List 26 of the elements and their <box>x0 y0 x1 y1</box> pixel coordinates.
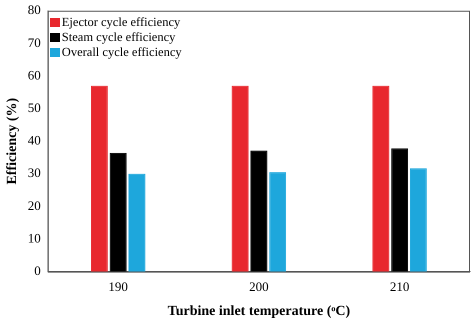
legend-label: Steam cycle efficiency <box>62 30 176 45</box>
bar <box>372 86 390 272</box>
x-axis-title: Turbine inlet temperature (ᵒC) <box>168 304 350 320</box>
y-tick-label: 10 <box>28 230 41 246</box>
x-tick-label: 190 <box>108 278 128 294</box>
y-tick-label: 50 <box>28 100 41 116</box>
legend-label: Ejector cycle efficiency <box>62 14 180 30</box>
y-tick-label: 80 <box>28 2 41 18</box>
y-tick-label: 0 <box>34 263 41 278</box>
bar <box>90 86 108 272</box>
x-tick-label: 210 <box>390 278 410 294</box>
y-tick-label: 70 <box>28 34 41 50</box>
y-tick-label: 60 <box>28 67 41 82</box>
bar <box>391 148 408 272</box>
y-tick-label: 30 <box>28 165 41 180</box>
bar <box>269 172 286 272</box>
y-axis-title: Efficiency (%) <box>5 98 20 185</box>
legend-label: Overall cycle efficiency <box>62 44 182 60</box>
bar <box>410 168 427 272</box>
bar <box>250 150 268 272</box>
bar <box>232 86 249 272</box>
bar <box>110 152 127 272</box>
x-tick-label: 200 <box>249 278 269 294</box>
bar <box>128 174 146 272</box>
y-tick-label: 20 <box>28 198 41 213</box>
y-tick-label: 40 <box>28 132 41 148</box>
